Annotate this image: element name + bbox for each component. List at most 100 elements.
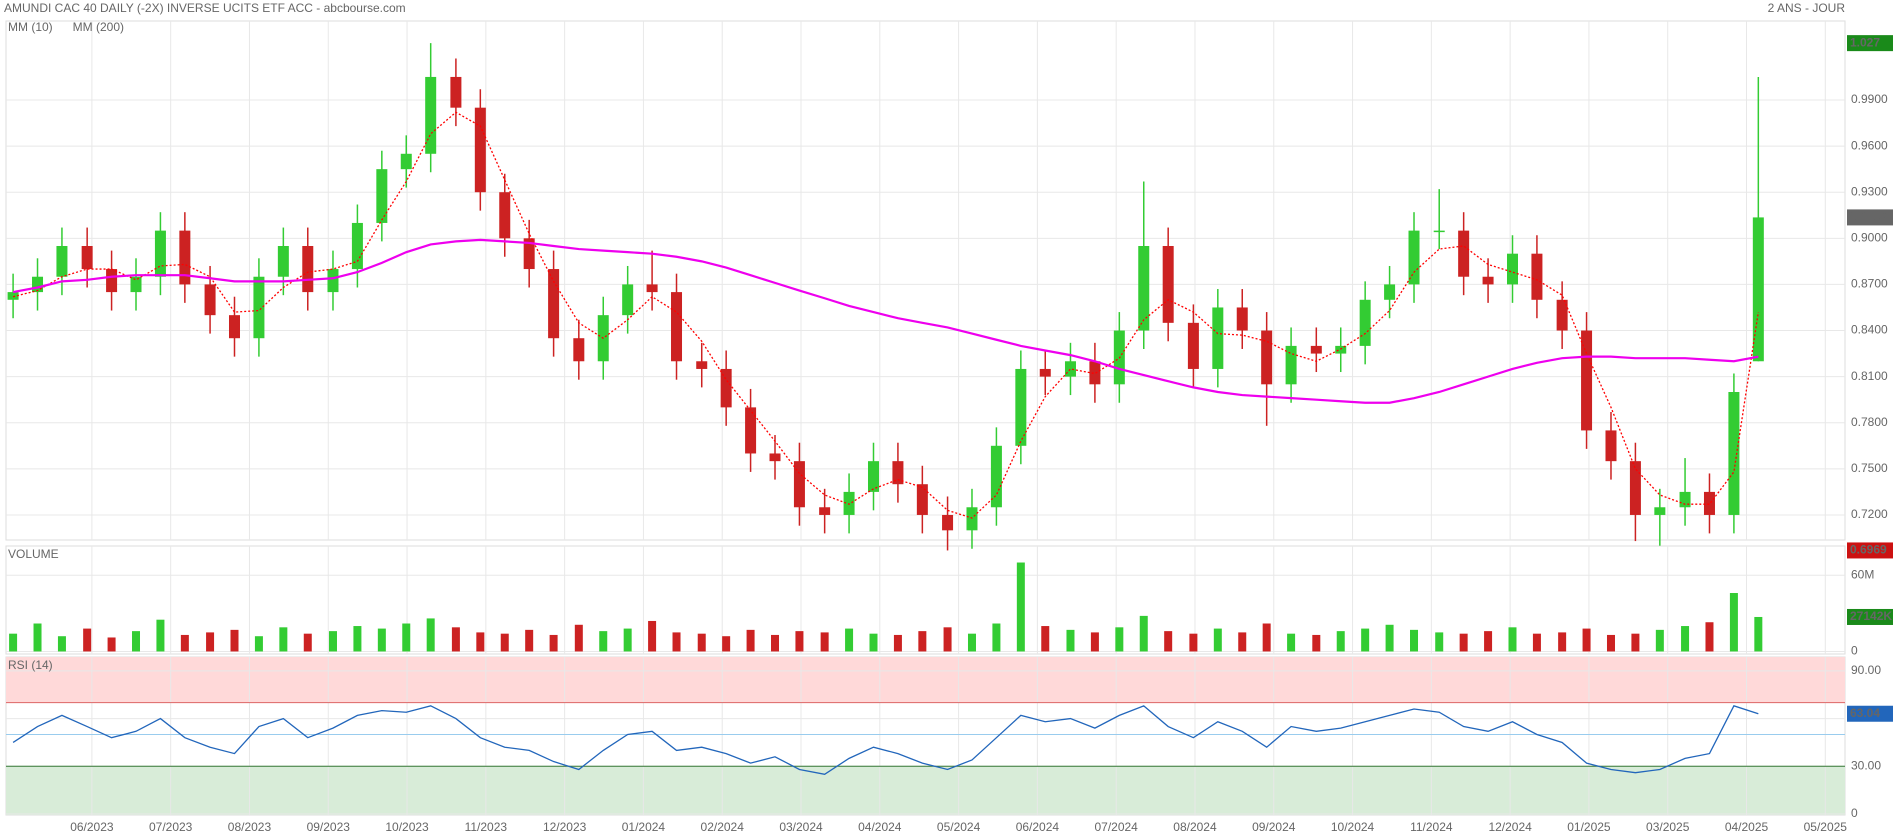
candle-body [942, 514, 954, 531]
y-tick-label: 0.7800 [1851, 415, 1888, 429]
x-tick-label: 09/2024 [1252, 820, 1296, 834]
rsi-line [12, 705, 1759, 775]
y-tick-label: 0.9300 [1851, 184, 1888, 198]
x-tick-label: 02/2024 [701, 820, 745, 834]
volume-bar [672, 632, 681, 652]
y-tick-label: 0 [1851, 806, 1858, 820]
panel-title: RSI (14) [8, 658, 53, 672]
volume-bar [1459, 633, 1468, 652]
value-badge [1847, 705, 1893, 722]
value-badge-label: 63.04 [1850, 706, 1880, 720]
candle-body [1089, 361, 1101, 385]
value-badge [1847, 608, 1893, 625]
volume-bar [180, 634, 189, 652]
volume-bar [1435, 632, 1444, 652]
x-tick-label: 09/2023 [307, 820, 351, 834]
candle-body [867, 461, 879, 492]
y-tick-label: 60M [1851, 567, 1874, 581]
candle-body [277, 245, 289, 277]
candle-body [573, 338, 585, 362]
volume-bar [1729, 593, 1738, 652]
volume-bar [1410, 629, 1419, 652]
candle-body [1138, 245, 1150, 331]
volume-bar [9, 633, 18, 652]
candle-body [990, 445, 1002, 508]
volume-bar [279, 627, 288, 652]
candle-body [154, 230, 166, 277]
candle-body [1310, 345, 1322, 354]
volume-bar [1041, 626, 1050, 652]
candle-body [474, 107, 486, 193]
volume-bar [402, 623, 411, 652]
x-tick-label: 05/2024 [937, 820, 981, 834]
candle-body [1212, 307, 1224, 369]
volume-bar [697, 633, 706, 652]
legend-entry: MM (10) [8, 20, 53, 34]
volume-bar [845, 628, 854, 652]
candle-body [106, 269, 118, 293]
volume-bar [992, 623, 1001, 652]
volume-bar [476, 632, 485, 652]
candle-body [1433, 230, 1445, 233]
volume-bar [83, 628, 92, 652]
candle-body [376, 169, 388, 223]
volume-bar [1361, 628, 1370, 652]
candle-body [1335, 345, 1347, 354]
volume-bar [156, 619, 165, 652]
candle-body [130, 276, 142, 293]
candle-body [1581, 330, 1593, 431]
candle-body [843, 491, 855, 515]
volume-bar [1016, 562, 1025, 652]
period-label: 2 ANS - JOUR [1768, 1, 1846, 15]
x-tick-label: 08/2023 [228, 820, 272, 834]
volume-bar [1606, 634, 1615, 652]
volume-bar [1262, 623, 1271, 652]
x-tick-label: 07/2023 [149, 820, 193, 834]
y-tick-label: 0.9600 [1851, 138, 1888, 152]
candle-body [1506, 253, 1518, 285]
y-tick-label: 0.9000 [1851, 230, 1888, 244]
volume-bar [599, 631, 608, 652]
volume-bar [623, 628, 632, 652]
x-tick-label: 12/2023 [543, 820, 587, 834]
candle-body [1187, 322, 1199, 369]
x-tick-label: 06/2024 [1016, 820, 1060, 834]
candle-body [400, 153, 412, 170]
moving-average [12, 111, 1759, 519]
value-badge [1847, 35, 1893, 52]
volume-bar [893, 634, 902, 652]
volume-bar [574, 624, 583, 652]
volume-bar [57, 636, 66, 652]
volume-bar [1385, 624, 1394, 652]
y-tick-label: 30.00 [1851, 758, 1881, 772]
volume-bar [132, 631, 141, 652]
oversold-band [6, 766, 1845, 815]
x-tick-label: 01/2024 [622, 820, 666, 834]
candle-body [425, 76, 437, 154]
candle-body [622, 284, 634, 316]
volume-bar [771, 634, 780, 652]
candle-body [1015, 368, 1027, 446]
candle-body [1236, 307, 1248, 331]
candle-body [302, 245, 314, 293]
candle-body [56, 245, 68, 277]
value-badge-label: 1.027 [1850, 35, 1880, 49]
candle-body [548, 269, 560, 339]
volume-bar [648, 620, 657, 652]
volume-bar [1287, 633, 1296, 652]
moving-average [12, 238, 1759, 404]
candle-body [1605, 430, 1617, 462]
volume-bar [1631, 633, 1640, 652]
candle-body [1556, 299, 1568, 331]
legend-entry: MM (200) [73, 20, 124, 34]
candle-body [1531, 253, 1543, 300]
candle-body [1654, 507, 1666, 515]
value-badge [1847, 542, 1893, 559]
x-tick-label: 12/2024 [1488, 820, 1532, 834]
volume-bar [1681, 626, 1690, 652]
value-badge [1847, 209, 1893, 226]
volume-bar [820, 632, 829, 652]
x-tick-label: 11/2023 [465, 820, 508, 834]
y-tick-label: 0.7200 [1851, 507, 1888, 521]
